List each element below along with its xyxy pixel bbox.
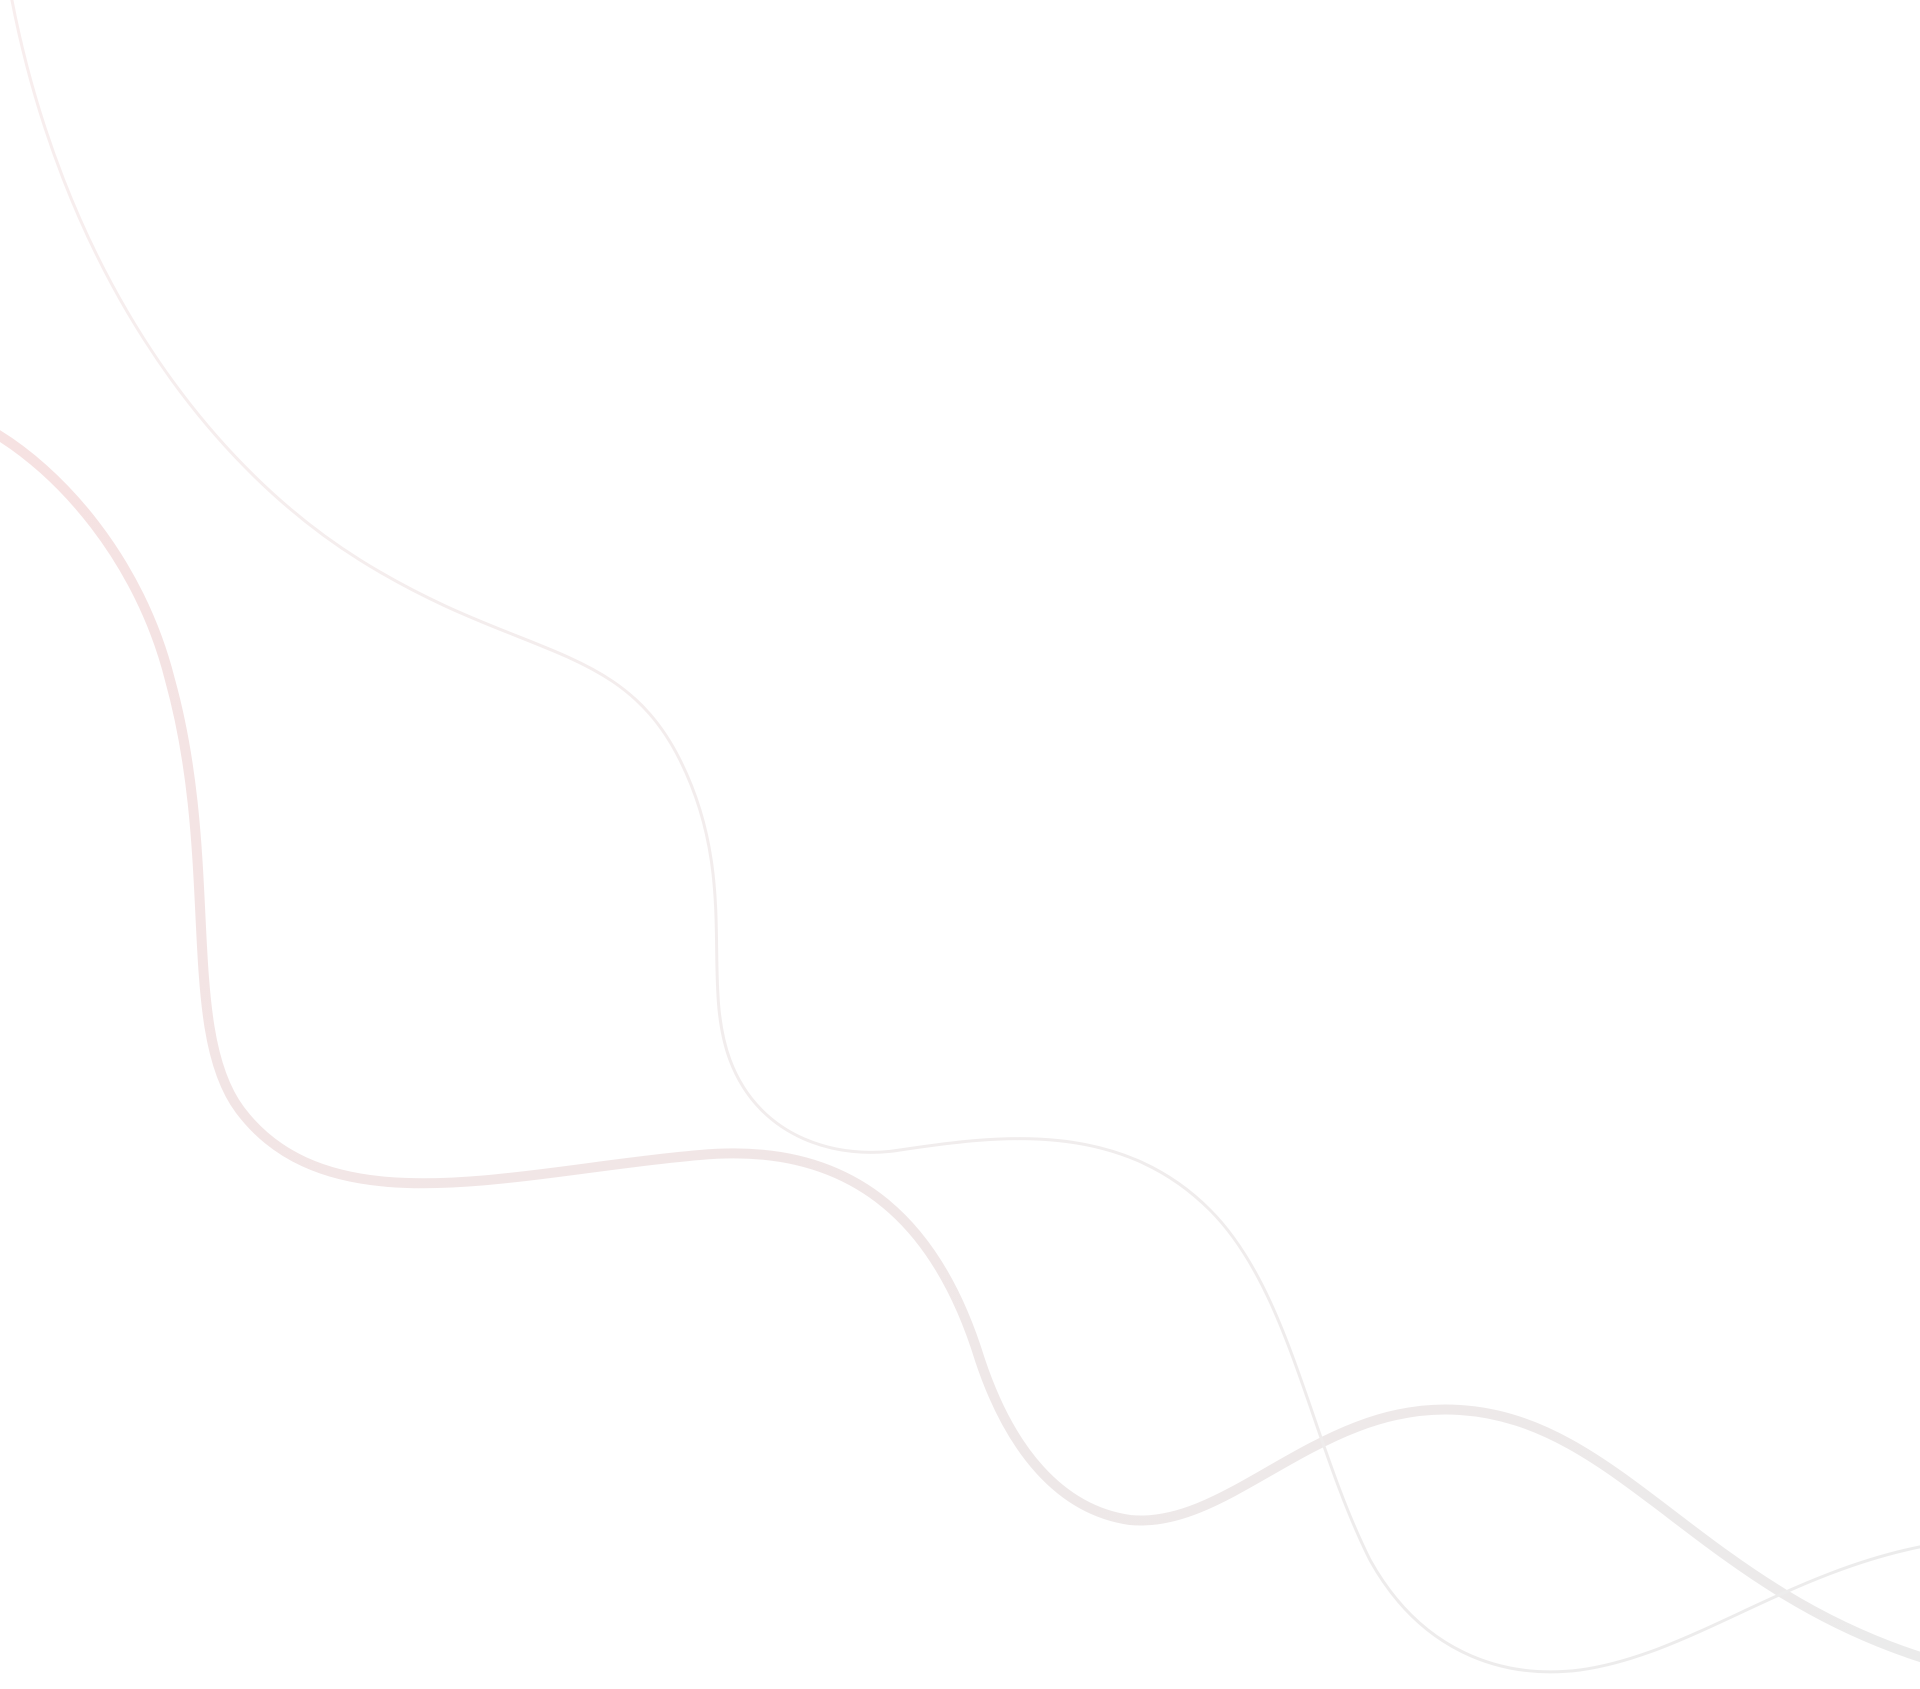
thin-wave-line	[10, 0, 1920, 1674]
thick-wave-line	[0, 430, 1920, 1662]
